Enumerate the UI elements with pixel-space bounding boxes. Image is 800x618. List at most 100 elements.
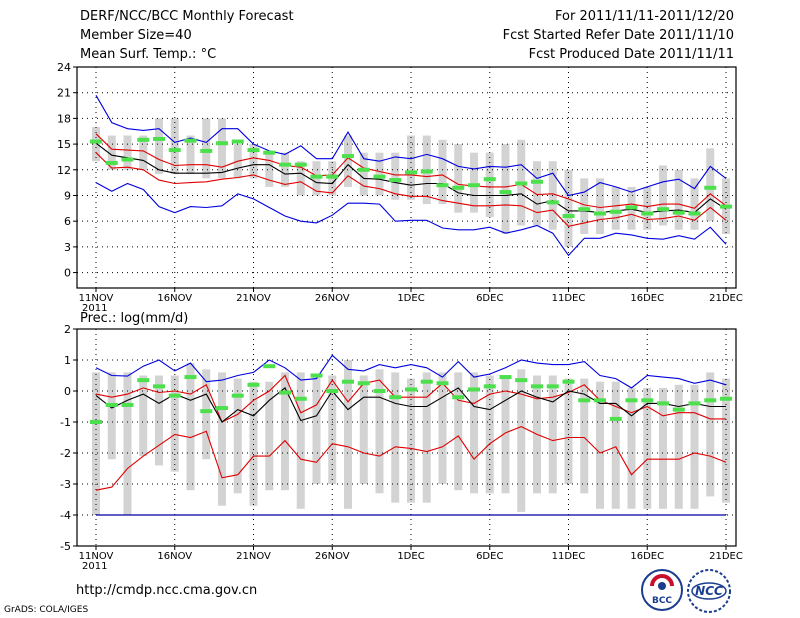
temp-box	[533, 161, 541, 226]
temp-median-mark	[641, 211, 654, 216]
prec-median-mark	[499, 375, 512, 380]
prec-median-mark	[326, 389, 339, 393]
footer-credit: GrADS: COLA/IGES	[4, 605, 89, 615]
temp-box	[218, 118, 226, 179]
prec-box	[517, 369, 526, 512]
temp-box	[249, 144, 258, 179]
temp-median-mark	[200, 148, 213, 153]
temp-box	[281, 152, 289, 187]
prec-median-mark	[137, 378, 150, 383]
prec-box	[501, 375, 510, 494]
prec-ytick-label: 1	[64, 354, 71, 367]
temp-box	[690, 178, 699, 230]
prec-median-mark	[609, 416, 622, 421]
temp-box	[123, 135, 132, 170]
prec-median-mark	[546, 384, 559, 389]
temp-ytick-label: 12	[57, 164, 71, 177]
prec-median-mark	[704, 398, 717, 403]
prec-median-mark	[263, 364, 276, 369]
temp-ytick-label: 21	[57, 87, 71, 100]
prec-xtick-year: 2011	[82, 561, 107, 572]
temp-median-mark	[594, 211, 606, 216]
temp-median-mark	[153, 136, 165, 141]
prec-box	[564, 378, 573, 484]
prec-box	[170, 375, 179, 472]
header-variable: Mean Surf. Temp.: °C	[80, 47, 217, 62]
temp-median-mark	[499, 190, 512, 195]
temp-max-line	[95, 95, 727, 197]
temp-median-mark	[373, 174, 386, 179]
temp-median-mark	[657, 207, 669, 212]
temp-median-mark	[184, 138, 197, 143]
temp-box	[706, 148, 715, 222]
prec-median-mark	[720, 396, 732, 401]
temp-min-line	[95, 182, 727, 257]
temp-median-mark	[546, 200, 559, 205]
temp-box	[580, 178, 589, 235]
prec-ytick-label: -4	[60, 509, 71, 522]
prec-box	[548, 375, 557, 494]
temp-box	[375, 152, 384, 196]
prec-box	[407, 378, 415, 503]
temp-median-mark	[263, 150, 276, 155]
temp-median-mark	[578, 207, 591, 212]
temp-median-mark	[609, 209, 622, 214]
prec-max-line	[95, 354, 727, 389]
temp-box	[107, 135, 116, 170]
temp-median-mark	[279, 162, 291, 167]
temp-xtick-label: 26NOV	[315, 293, 350, 304]
footer-url[interactable]: http://cmdp.ncc.cma.gov.cn	[76, 583, 258, 598]
prec-median-mark	[641, 398, 654, 403]
prec-median-mark	[452, 395, 465, 400]
temp-minus-sd-line	[95, 152, 727, 227]
temp-box	[564, 169, 573, 247]
temp-median-mark	[137, 137, 150, 142]
prec-xtick-label: 16NOV	[157, 551, 192, 562]
prec-box	[233, 378, 242, 494]
prec-median-mark	[515, 378, 528, 383]
temp-median-mark	[468, 183, 480, 188]
prec-box	[265, 381, 274, 491]
temp-box	[596, 178, 604, 235]
temp-xtick-label: 16NOV	[157, 293, 192, 304]
prec-median-mark	[420, 379, 433, 384]
temp-ytick-label: 6	[64, 215, 71, 228]
prec-box	[359, 375, 368, 484]
temp-box	[485, 152, 494, 217]
prec-box	[123, 372, 132, 515]
prec-median-mark	[184, 375, 197, 380]
temp-median-mark	[436, 183, 449, 188]
temp-ytick-label: 9	[64, 189, 71, 202]
prec-box	[312, 375, 321, 484]
prec-median-mark	[105, 402, 118, 407]
prec-median-mark	[279, 390, 291, 395]
prec-plus-sd-line	[95, 374, 726, 423]
prec-median-mark	[357, 381, 370, 386]
temp-box	[438, 139, 447, 205]
prec-box	[580, 378, 589, 494]
prec-median-mark	[483, 384, 496, 389]
prec-minus-sd-line	[95, 425, 727, 491]
prec-xtick-label: 1DEC	[397, 551, 424, 562]
temp-median-mark	[105, 160, 118, 165]
prec-box	[296, 372, 305, 509]
prec-ytick-label: 0	[64, 385, 71, 398]
prec-box	[611, 381, 620, 509]
temp-box	[501, 144, 510, 235]
prec-median-mark	[310, 373, 323, 378]
prec-box	[454, 372, 463, 491]
temp-ytick-label: 24	[57, 61, 71, 74]
temp-median-mark	[420, 169, 433, 174]
header-produced-date: Fcst Produced Date 2011/11/11	[528, 47, 734, 62]
temp-box	[92, 126, 100, 162]
prec-ytick-label: -2	[60, 447, 71, 460]
prec-box	[391, 372, 400, 503]
prec-median-mark	[373, 389, 386, 393]
temp-median-mark	[357, 167, 370, 172]
temp-box	[454, 144, 463, 213]
prec-median-mark	[200, 409, 213, 414]
temp-box	[344, 135, 352, 187]
